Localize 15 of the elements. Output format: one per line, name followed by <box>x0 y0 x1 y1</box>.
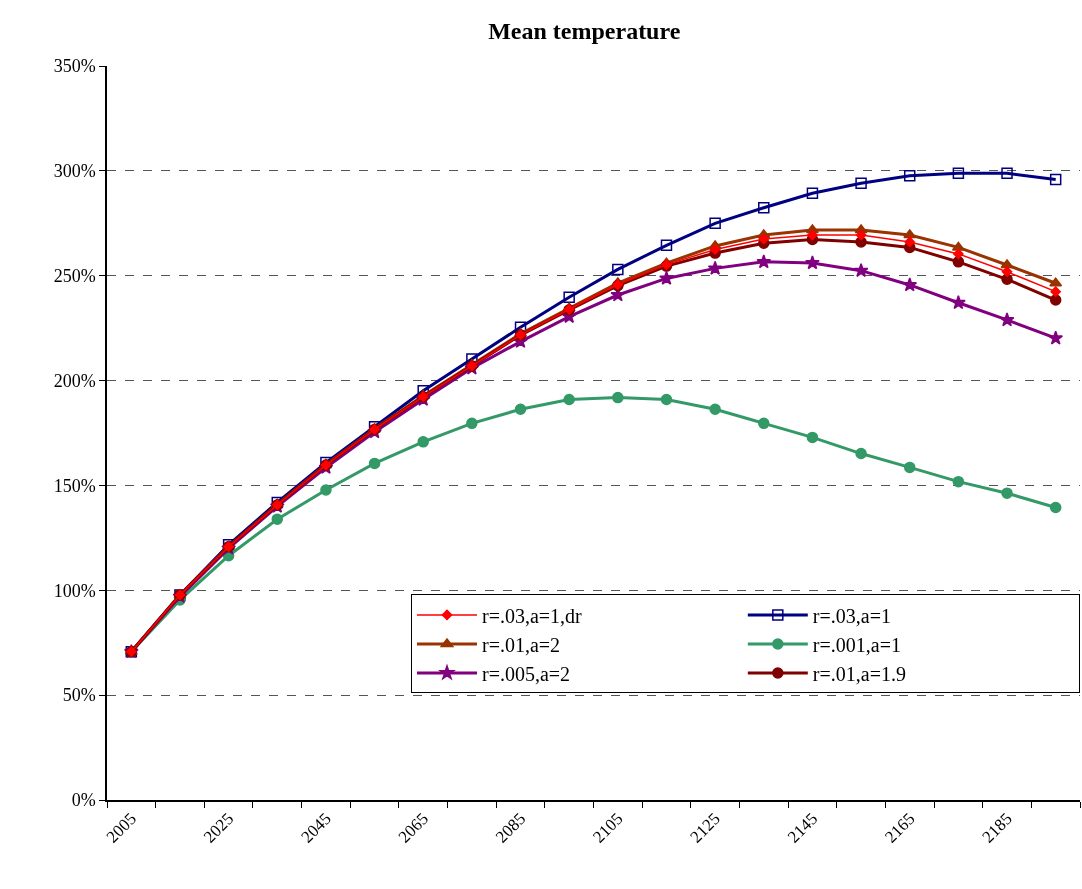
y-tick-label: 100% <box>53 580 96 601</box>
y-tick-label: 250% <box>53 266 96 287</box>
y-tick-label: 50% <box>62 685 96 706</box>
legend-label: r=.01,a=2 <box>482 633 561 656</box>
legend-label: r=.03,a=1,dr <box>482 604 583 627</box>
legend-label: r=.001,a=1 <box>812 633 901 656</box>
legend-label: r=.01,a=1.9 <box>812 662 906 685</box>
chart-title: Mean temperature <box>488 18 681 45</box>
y-tick-label: 200% <box>53 370 96 391</box>
y-tick-label: 0% <box>71 790 96 811</box>
y-tick-label: 150% <box>53 475 96 496</box>
y-tick-label: 300% <box>53 161 96 182</box>
y-tick-label: 350% <box>53 56 96 77</box>
legend-label: r=.03,a=1 <box>812 604 891 627</box>
legend-label: r=.005,a=2 <box>482 662 571 685</box>
